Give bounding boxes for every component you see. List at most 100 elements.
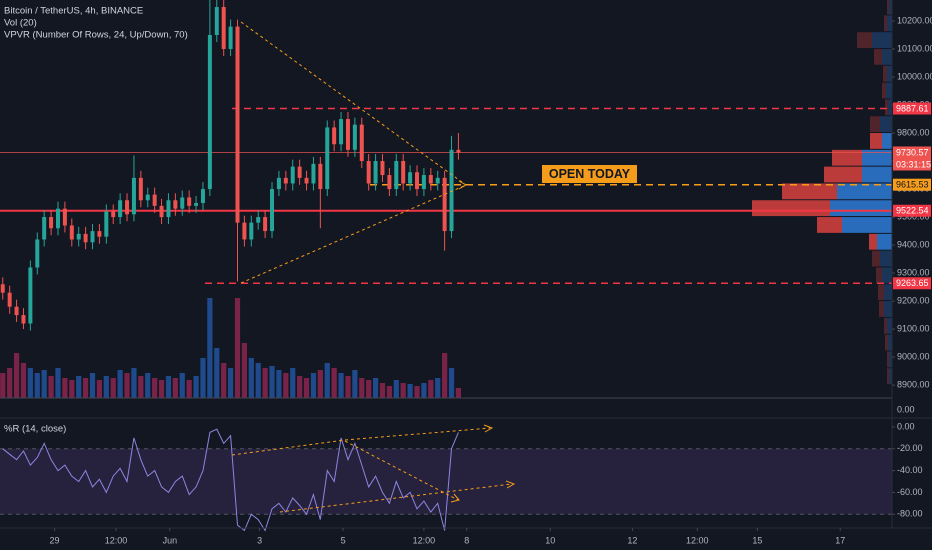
candle-body	[159, 205, 164, 218]
volume-bar	[145, 373, 151, 398]
volume-bar	[345, 376, 351, 398]
volume-bar	[400, 383, 406, 398]
x-tick-label: 12:00	[413, 535, 436, 545]
vpvr-down	[882, 82, 886, 99]
candle-body	[325, 127, 330, 190]
trend-line	[240, 184, 467, 284]
countdown: 03:31:15	[896, 159, 931, 169]
vpvr-up	[887, 317, 892, 334]
candle-body	[49, 217, 54, 229]
trend-line	[240, 21, 467, 186]
wr-pane	[0, 428, 892, 532]
volume-bar	[234, 298, 241, 398]
candle-body	[332, 127, 337, 145]
candle-body	[318, 163, 323, 190]
volume-bar	[359, 378, 365, 398]
volume-bar	[48, 376, 54, 398]
volume-bar	[27, 368, 33, 398]
wr-band	[0, 448, 892, 515]
x-tick-label: 8	[464, 535, 469, 545]
arrow-head	[505, 480, 516, 489]
candle-body	[21, 315, 26, 324]
candle-body	[173, 200, 178, 209]
wr-line	[2, 428, 459, 532]
x-tick-label: 10	[545, 535, 555, 545]
vpvr-down	[884, 317, 887, 334]
candle-body	[14, 306, 19, 316]
vpvr-up	[837, 183, 892, 200]
vpvr-down	[782, 183, 837, 200]
volume-bar	[34, 373, 40, 398]
vpvr-up	[889, 0, 892, 15]
candle-body	[428, 175, 433, 184]
vpvr-up	[880, 250, 892, 267]
volume-bar	[372, 378, 379, 398]
candle-body	[394, 161, 399, 190]
vpvr-up	[872, 32, 892, 49]
candle-body	[145, 194, 150, 201]
volume-bar	[338, 373, 344, 398]
y-tick-label: 10200.00	[897, 15, 932, 25]
vpvr-down	[887, 368, 889, 385]
volume-bar	[317, 370, 323, 398]
candle-body	[194, 203, 199, 206]
vpvr-down	[879, 301, 884, 317]
vpvr-down	[884, 15, 887, 32]
price-tag-label: 9615.53	[896, 180, 929, 190]
volume-bar	[193, 376, 199, 398]
volume-bar	[89, 373, 96, 398]
vpvr-down	[874, 49, 882, 65]
candle-body	[131, 177, 136, 215]
volume-bar	[455, 388, 462, 398]
volume-bar	[41, 370, 47, 398]
vpvr-down	[817, 217, 842, 233]
vpvr-down	[824, 166, 862, 183]
volume-bar	[103, 376, 109, 398]
vpvr-up	[882, 49, 892, 65]
volume-bar	[297, 376, 303, 398]
x-tick-label: 3	[257, 535, 262, 545]
volume-bar	[290, 368, 296, 398]
y-tick-label: 9300.00	[897, 267, 930, 277]
vpvr-up	[889, 368, 892, 385]
volume-bar	[158, 380, 165, 398]
price-tag-label: 9522.54	[896, 206, 929, 216]
volume-bar	[393, 380, 399, 398]
volume-bar	[76, 376, 82, 398]
wr-tick-label: -80.00	[897, 509, 923, 519]
candle-body	[449, 149, 454, 232]
volume-bar	[152, 378, 158, 398]
arrow-head	[450, 493, 460, 503]
candle-body	[55, 208, 60, 229]
x-tick-label: Jun	[163, 535, 178, 545]
countdown-tag	[893, 158, 931, 171]
y-tick-label: 10000.00	[897, 71, 932, 81]
candle-body	[235, 26, 240, 223]
candle-body	[249, 222, 254, 240]
trend-line	[344, 427, 491, 441]
vpvr-up	[842, 217, 892, 233]
candle-body	[28, 267, 33, 324]
price-tag-label: 9263.65	[896, 278, 929, 288]
price-tag	[893, 204, 931, 217]
candle-body	[345, 119, 350, 150]
volume-bar	[407, 384, 413, 398]
vpvr-up	[884, 301, 892, 317]
y-tick-label: 9400.00	[897, 239, 930, 249]
wr-tick-label: 0.00	[897, 421, 915, 431]
volume-bar	[255, 363, 261, 398]
volume-bar	[303, 378, 310, 398]
volume-bar	[227, 368, 234, 398]
volume-bar	[241, 343, 248, 398]
volume-bar	[310, 373, 317, 398]
candle-body	[118, 200, 123, 218]
candle-body	[187, 197, 192, 206]
volume-bar	[428, 380, 434, 398]
x-tick-label: 12:00	[105, 535, 128, 545]
candle-body	[256, 217, 261, 223]
vpvr-up	[888, 99, 892, 116]
candle-body	[359, 124, 364, 162]
candle-body	[263, 217, 268, 232]
candle-body	[221, 7, 226, 50]
